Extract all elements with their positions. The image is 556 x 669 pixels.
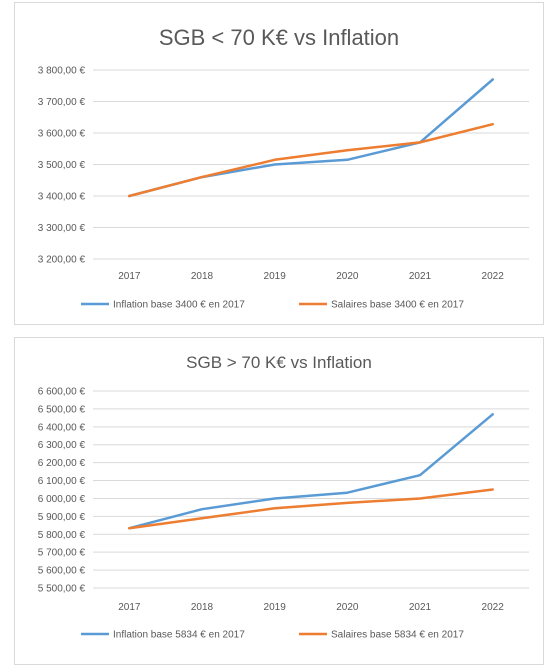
y-tick-label: 5 800,00 € [38, 530, 86, 541]
x-tick-label: 2021 [409, 602, 432, 613]
y-tick-label: 5 500,00 € [38, 584, 86, 595]
chart-title: SGB > 70 K€ vs Inflation [186, 353, 372, 372]
y-tick-label: 3 300,00 € [38, 223, 86, 234]
legend-label: Inflation base 5834 € en 2017 [113, 630, 245, 641]
y-tick-label: 6 500,00 € [38, 404, 86, 415]
chart-title: SGB < 70 K€ vs Inflation [159, 25, 399, 50]
x-tick-label: 2020 [336, 271, 359, 282]
legend-label: Inflation base 3400 € en 2017 [113, 300, 245, 311]
x-tick-label: 2019 [264, 271, 287, 282]
series-line-salaires [128, 122, 494, 198]
x-tick-label: 2021 [409, 271, 432, 282]
x-tick-label: 2019 [264, 602, 287, 613]
y-tick-label: 6 200,00 € [38, 458, 86, 469]
x-tick-label: 2022 [482, 271, 505, 282]
legend-label: Salaires base 5834 € en 2017 [331, 630, 464, 641]
y-tick-label: 3 800,00 € [38, 66, 86, 77]
y-tick-label: 6 000,00 € [38, 494, 86, 505]
series-line-salaires [128, 488, 494, 530]
x-tick-label: 2022 [482, 602, 505, 613]
chart-sgb-above-70k: SGB > 70 K€ vs Inflation 5 500,00 € 5 600,… [38, 353, 529, 641]
y-tick-label: 5 600,00 € [38, 566, 86, 577]
chart-panel-sgb-above-70k: SGB > 70 K€ vs Inflation 5 500,00 € 5 600,… [14, 337, 544, 665]
x-tick-label: 2020 [336, 602, 359, 613]
y-tick-label: 6 300,00 € [38, 440, 86, 451]
x-tick-label: 2018 [191, 271, 214, 282]
x-tick-label: 2017 [118, 602, 141, 613]
y-tick-label: 3 600,00 € [38, 129, 86, 140]
y-tick-label: 3 200,00 € [38, 255, 86, 266]
legend-label: Salaires base 3400 € en 2017 [331, 300, 464, 311]
y-tick-label: 3 700,00 € [38, 97, 86, 108]
chart-panel-sgb-below-70k: SGB < 70 K€ vs Inflation 3 200,00 € 3 300,… [14, 2, 544, 325]
y-tick-label: 3 400,00 € [38, 192, 86, 203]
y-tick-label: 6 400,00 € [38, 422, 86, 433]
y-tick-label: 5 900,00 € [38, 512, 86, 523]
x-tick-label: 2017 [118, 271, 141, 282]
y-tick-label: 6 600,00 € [38, 387, 86, 398]
x-tick-label: 2018 [191, 602, 214, 613]
y-tick-label: 5 700,00 € [38, 548, 86, 559]
series-line-inflation [128, 413, 494, 530]
y-tick-label: 6 100,00 € [38, 476, 86, 487]
y-tick-label: 3 500,00 € [38, 160, 86, 171]
chart-sgb-below-70k: SGB < 70 K€ vs Inflation 3 200,00 € 3 300,… [38, 25, 529, 311]
